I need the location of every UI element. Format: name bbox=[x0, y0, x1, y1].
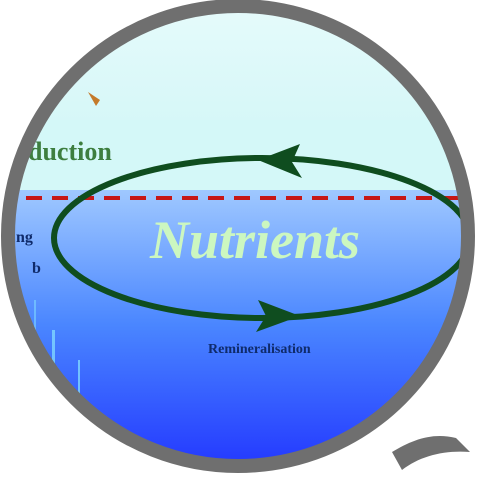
nutrient-cycle-ellipse bbox=[51, 155, 466, 321]
magnifier-frame bbox=[1, 0, 475, 473]
magnifier-handle bbox=[392, 435, 470, 470]
left-partial-label: b bbox=[32, 260, 41, 277]
sediment-mark bbox=[78, 360, 80, 400]
surface-band bbox=[10, 120, 466, 190]
nutrients-label: Nutrients bbox=[149, 210, 360, 270]
cycle-arrow-right-icon bbox=[256, 300, 300, 332]
left-partial-label: ng bbox=[16, 229, 33, 246]
remineralisation-label: Remineralisation bbox=[208, 342, 311, 357]
production-label: duction bbox=[28, 137, 112, 166]
cycle-arrow-left-icon bbox=[258, 144, 302, 178]
marker-icon bbox=[88, 92, 100, 106]
